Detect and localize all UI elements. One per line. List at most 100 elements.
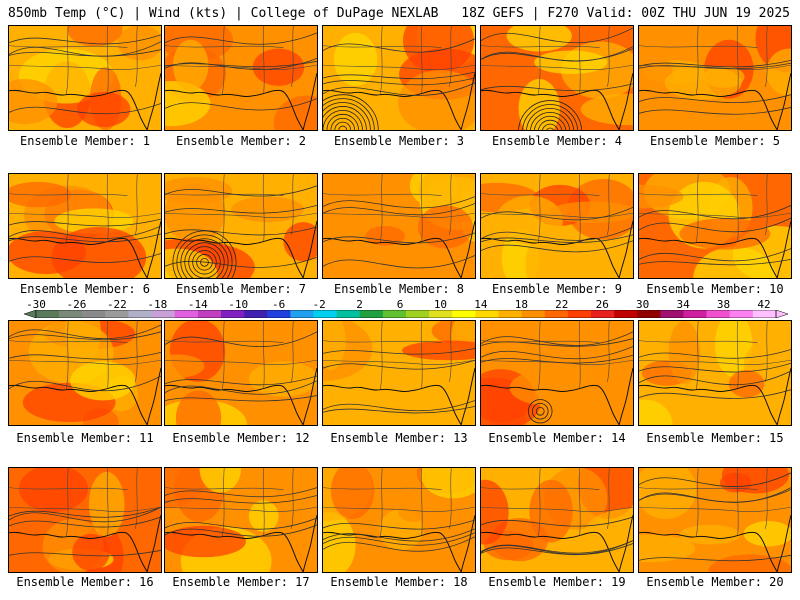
colorbar-segment xyxy=(521,310,546,318)
ensemble-panel-15 xyxy=(638,320,792,426)
panel-map-14 xyxy=(481,321,633,425)
temperature-colorbar xyxy=(24,310,788,318)
ensemble-member-label: Ensemble Member: 1 xyxy=(19,134,151,148)
panel-map-4 xyxy=(481,26,633,130)
panel-map-19 xyxy=(481,468,633,572)
panel-map-18 xyxy=(323,468,475,572)
colorbar-tick-label: 26 xyxy=(595,298,609,311)
ensemble-member-label: Ensemble Member: 17 xyxy=(172,575,310,589)
colorbar-tick-label: 22 xyxy=(555,298,569,311)
ensemble-panel-1 xyxy=(8,25,162,131)
colorbar-left-arrow xyxy=(24,310,37,318)
colorbar-tick-label: 2 xyxy=(356,298,363,311)
ensemble-panel-3 xyxy=(322,25,476,131)
ensemble-panel-4 xyxy=(480,25,634,131)
ensemble-panel-18 xyxy=(322,467,476,573)
colorbar-segment xyxy=(614,310,638,318)
ensemble-member-label: Ensemble Member: 7 xyxy=(175,282,307,296)
ensemble-member-label: Ensemble Member: 16 xyxy=(16,575,154,589)
ensemble-panel-13 xyxy=(322,320,476,426)
chart-title-right: 18Z GEFS | F270 Valid: 00Z THU JUN 19 20… xyxy=(461,6,790,21)
panel-map-3 xyxy=(323,26,475,130)
ensemble-panel-17 xyxy=(164,467,318,573)
panel-map-11 xyxy=(9,321,161,425)
colorbar-segment xyxy=(359,310,384,318)
colorbar-segment xyxy=(406,310,430,318)
colorbar-tick-label: -18 xyxy=(147,298,168,311)
colorbar-tick-label: 6 xyxy=(396,298,404,311)
panel-map-15 xyxy=(639,321,791,425)
ensemble-panel-2 xyxy=(164,25,318,131)
ensemble-panel-10 xyxy=(638,173,792,279)
colorbar-segment xyxy=(637,310,661,318)
ensemble-panel-14 xyxy=(480,320,634,426)
colorbar-segment xyxy=(382,310,407,318)
colorbar-segment xyxy=(244,310,268,318)
panel-map-20 xyxy=(639,468,791,572)
colorbar-tick-label: -30 xyxy=(26,298,46,311)
colorbar-segment xyxy=(290,310,314,318)
colorbar-tick-label: 14 xyxy=(474,298,488,311)
ensemble-panel-11 xyxy=(8,320,162,426)
ensemble-member-label: Ensemble Member: 14 xyxy=(488,431,626,445)
panel-map-9 xyxy=(481,174,633,278)
ensemble-member-label: Ensemble Member: 15 xyxy=(646,431,784,445)
colorbar-tick-label: -14 xyxy=(187,298,208,311)
colorbar-segment xyxy=(59,310,83,318)
ensemble-member-label: Ensemble Member: 5 xyxy=(649,134,781,148)
colorbar-tick-label: -10 xyxy=(228,298,249,311)
colorbar-segment xyxy=(128,310,152,318)
panel-map-5 xyxy=(639,26,791,130)
ensemble-panel-6 xyxy=(8,173,162,279)
colorbar-tick-label: -6 xyxy=(272,298,286,311)
ensemble-member-label: Ensemble Member: 3 xyxy=(333,134,465,148)
colorbar-tick-label: -2 xyxy=(312,298,326,311)
ensemble-member-label: Ensemble Member: 10 xyxy=(646,282,784,296)
colorbar-tick-label: 42 xyxy=(757,298,771,311)
ensemble-panel-7 xyxy=(164,173,318,279)
ensemble-panel-20 xyxy=(638,467,792,573)
panel-map-13 xyxy=(323,321,475,425)
colorbar-tick-label: 10 xyxy=(433,298,448,311)
colorbar-segment xyxy=(452,310,476,318)
colorbar-segment xyxy=(660,310,684,318)
colorbar-segment xyxy=(544,310,569,318)
colorbar-segment xyxy=(706,310,731,318)
ensemble-panel-9 xyxy=(480,173,634,279)
ensemble-panel-19 xyxy=(480,467,634,573)
colorbar-segment xyxy=(429,310,453,318)
ensemble-member-label: Ensemble Member: 6 xyxy=(19,282,151,296)
colorbar-segment xyxy=(313,310,337,318)
ensemble-member-label: Ensemble Member: 20 xyxy=(646,575,784,589)
colorbar-segment xyxy=(475,310,499,318)
colorbar-segment xyxy=(591,310,615,318)
colorbar-segment xyxy=(221,310,245,318)
panel-map-17 xyxy=(165,468,317,572)
colorbar-segment xyxy=(151,310,176,318)
colorbar-segment xyxy=(729,310,754,318)
ensemble-member-label: Ensemble Member: 13 xyxy=(330,431,468,445)
colorbar-segment xyxy=(336,310,361,318)
ensemble-member-label: Ensemble Member: 9 xyxy=(491,282,623,296)
colorbar-tick-label: 38 xyxy=(716,298,731,311)
ensemble-member-label: Ensemble Member: 12 xyxy=(172,431,310,445)
colorbar-tick-label: -26 xyxy=(66,298,87,311)
panel-map-1 xyxy=(9,26,161,130)
panel-map-6 xyxy=(9,174,161,278)
colorbar-tick-label: 18 xyxy=(514,298,528,311)
colorbar-segment xyxy=(36,310,60,318)
ensemble-member-label: Ensemble Member: 8 xyxy=(333,282,465,296)
colorbar-segment xyxy=(683,310,707,318)
colorbar-segment xyxy=(82,310,106,318)
ensemble-member-label: Ensemble Member: 2 xyxy=(175,134,307,148)
panel-map-12 xyxy=(165,321,317,425)
colorbar-segment xyxy=(174,310,199,318)
colorbar-tick-label: -22 xyxy=(106,298,127,311)
ensemble-member-label: Ensemble Member: 18 xyxy=(330,575,468,589)
panel-map-10 xyxy=(639,174,791,278)
ensemble-panel-5 xyxy=(638,25,792,131)
panel-map-2 xyxy=(165,26,317,130)
colorbar-segment xyxy=(197,310,222,318)
panel-map-8 xyxy=(323,174,475,278)
ensemble-member-label: Ensemble Member: 11 xyxy=(16,431,154,445)
